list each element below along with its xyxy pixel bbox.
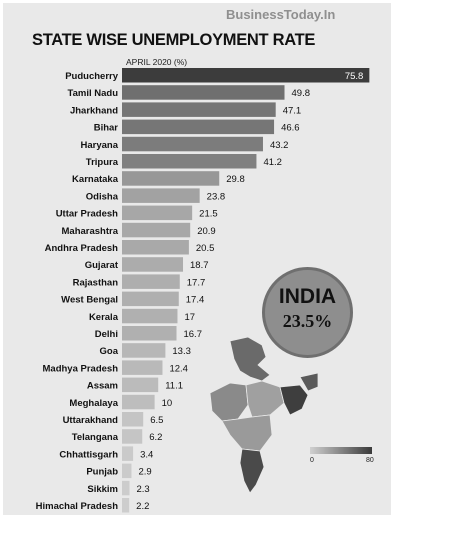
value-label: 43.2 — [270, 140, 289, 151]
value-label: 47.1 — [283, 105, 302, 116]
bar-west-bengal — [122, 291, 179, 307]
value-label: 2.9 — [138, 467, 151, 478]
value-label: 49.8 — [292, 88, 311, 99]
category-label: Bihar — [94, 123, 119, 134]
value-label: 10 — [162, 398, 173, 409]
bar-delhi — [122, 326, 177, 341]
category-label: Odisha — [86, 191, 119, 202]
bar-rajasthan — [122, 274, 180, 289]
bar-kerala — [122, 308, 178, 324]
category-label: Chhattisgarh — [59, 449, 118, 460]
category-label: Puducherry — [65, 71, 119, 82]
bar-himachal-pradesh — [122, 498, 130, 513]
bar-gujarat — [122, 257, 184, 272]
value-label: 2.2 — [136, 501, 149, 512]
category-label: Rajasthan — [73, 277, 119, 288]
map-north-region — [229, 336, 271, 382]
bar-tamil-nadu — [122, 85, 285, 100]
map-central-region — [245, 380, 285, 418]
value-label: 21.5 — [199, 209, 218, 220]
category-label: Telangana — [72, 432, 119, 443]
value-label: 41.2 — [263, 157, 282, 168]
chart-title: STATE WISE UNEMPLOYMENT RATE — [32, 31, 316, 49]
map-deccan-region — [221, 414, 273, 452]
map-south-region — [239, 448, 265, 494]
bar-karnataka — [122, 171, 220, 186]
map-color-legend — [310, 447, 372, 454]
category-label: Meghalaya — [69, 398, 118, 409]
value-label: 29.8 — [226, 174, 245, 185]
category-label: Sikkim — [87, 484, 118, 495]
value-label: 17.7 — [187, 277, 206, 288]
category-label: Karnataka — [72, 174, 119, 185]
bar-andhra-pradesh — [122, 240, 189, 255]
legend-max-label: 80 — [366, 457, 374, 464]
value-label: 17 — [184, 312, 195, 323]
category-label: Tripura — [86, 157, 119, 168]
category-label: Punjab — [86, 467, 118, 478]
bar-goa — [122, 343, 166, 358]
legend-min-label: 0 — [310, 457, 314, 464]
value-label: 6.2 — [149, 432, 162, 443]
value-label: 75.8 — [345, 71, 364, 82]
value-label: 17.4 — [186, 295, 205, 306]
value-label: 18.7 — [190, 260, 209, 271]
value-label: 6.5 — [150, 415, 163, 426]
category-label: Uttarakhand — [63, 415, 119, 426]
bar-tripura — [122, 154, 257, 169]
category-label: Uttar Pradesh — [56, 209, 118, 220]
category-label: Tamil Nadu — [68, 88, 119, 99]
category-label: Andhra Pradesh — [45, 243, 119, 254]
map-east-region — [279, 384, 309, 416]
category-label: Himachal Pradesh — [36, 501, 119, 512]
value-label: 3.4 — [140, 449, 153, 460]
bar-jharkhand — [122, 102, 276, 117]
bar-haryana — [122, 136, 263, 152]
bar-madhya-pradesh — [122, 360, 163, 375]
category-label: Delhi — [95, 329, 118, 340]
map-northeast-region — [299, 372, 319, 392]
bar-uttarakhand — [122, 412, 144, 427]
bar-chhattisgarh — [122, 446, 134, 461]
category-label: Kerala — [89, 312, 119, 323]
bar-sikkim — [122, 480, 130, 496]
bar-maharashtra — [122, 222, 191, 238]
value-label: 2.3 — [137, 484, 150, 495]
value-label: 12.4 — [169, 363, 188, 374]
map-west-region — [209, 382, 249, 422]
bar-meghalaya — [122, 394, 155, 410]
bar-uttar-pradesh — [122, 205, 193, 221]
value-label: 23.8 — [207, 191, 226, 202]
value-label: 11.1 — [165, 381, 183, 392]
value-label: 13.3 — [172, 346, 191, 357]
bar-punjab — [122, 463, 132, 479]
value-label: 20.5 — [196, 243, 215, 254]
category-label: Jharkhand — [70, 105, 118, 116]
india-label: INDIA — [278, 285, 337, 308]
brand-logo: BusinessToday.In — [226, 7, 336, 22]
category-label: West Bengal — [61, 295, 118, 306]
value-label: 46.6 — [281, 123, 300, 134]
chart-subtitle: APRIL 2020 (%) — [126, 57, 188, 67]
bar-assam — [122, 377, 159, 393]
bar-bihar — [122, 119, 275, 135]
category-label: Haryana — [81, 140, 119, 151]
category-label: Assam — [87, 381, 118, 392]
category-label: Goa — [100, 346, 119, 357]
category-label: Maharashtra — [62, 226, 119, 237]
value-label: 20.9 — [197, 226, 216, 237]
india-rate-callout: INDIA 23.5% — [262, 267, 353, 358]
value-label: 16.7 — [183, 329, 202, 340]
bar-telangana — [122, 429, 143, 444]
bar-puducherry — [122, 68, 370, 83]
category-label: Gujarat — [85, 260, 119, 271]
bar-odisha — [122, 188, 200, 203]
india-map — [209, 336, 319, 494]
india-rate-value: 23.5% — [282, 311, 333, 331]
category-label: Madhya Pradesh — [43, 363, 119, 374]
